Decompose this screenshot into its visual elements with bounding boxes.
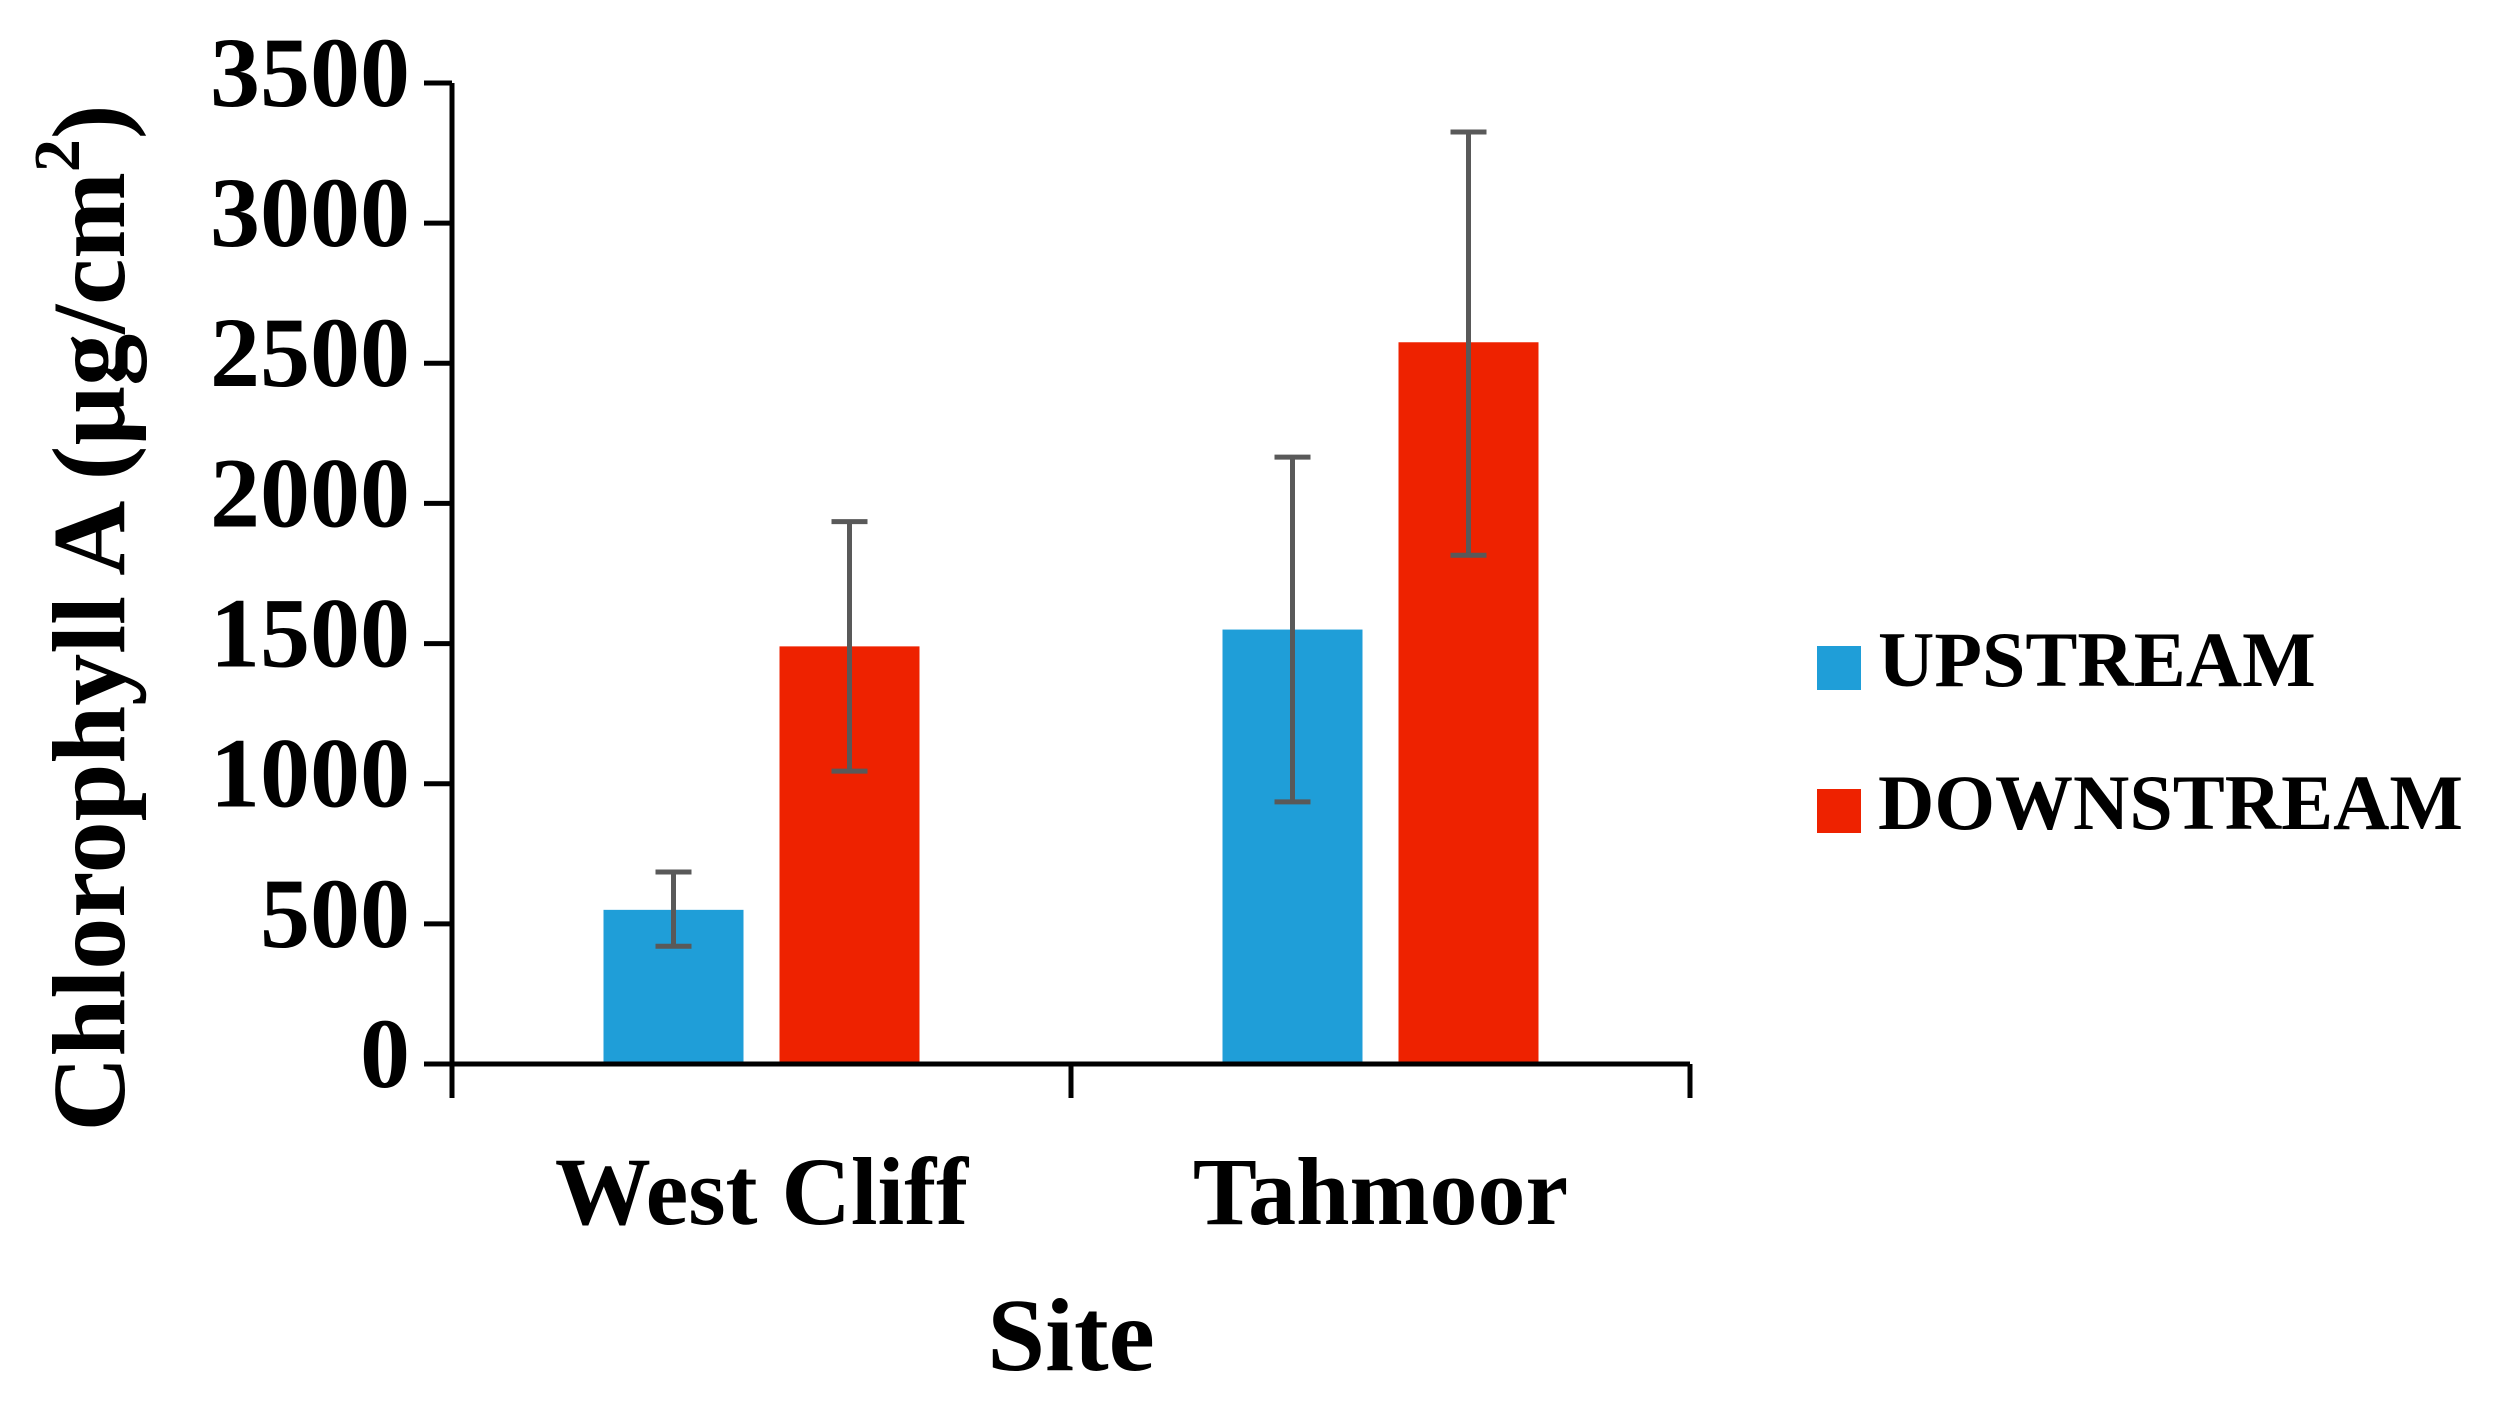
- error-bar-upstream-tahmoor: [1274, 454, 1311, 805]
- y-axis-title-text-end: ): [32, 104, 147, 139]
- legend-label: DOWNSTREAM: [1878, 759, 2463, 846]
- y-tick-label: 3000: [210, 157, 410, 268]
- legend-swatch: [1817, 789, 1861, 833]
- plot-area: [603, 129, 1539, 1064]
- axes: 0 500 1000 1500 2000 2500 3000 3500 West Cliff Ta…: [210, 17, 1693, 1245]
- error-bar-downstream-tahmoor: [1450, 129, 1487, 558]
- legend: UPSTREAM DOWNSTREAM: [1817, 616, 2463, 846]
- x-category-label: Tahmoor: [1193, 1138, 1568, 1245]
- y-axis-title-text: Chlorophyll A (µg/cm: [32, 172, 147, 1131]
- y-tick-label: 1000: [210, 718, 410, 829]
- x-axis-title: Site: [987, 1278, 1155, 1393]
- error-bar-downstream-west-cliff: [831, 519, 868, 774]
- x-category-label: West Cliff: [555, 1138, 969, 1245]
- y-tick-label: 500: [260, 858, 410, 969]
- legend-label: UPSTREAM: [1878, 616, 2316, 703]
- y-tick-label: 2500: [210, 297, 410, 408]
- y-axis-title-superscript: 2: [21, 139, 94, 172]
- error-bar-upstream-west-cliff: [655, 869, 692, 949]
- y-tick-label: 1500: [210, 578, 410, 689]
- y-tick-label: 3500: [210, 17, 410, 128]
- y-tick-label: 0: [360, 998, 410, 1109]
- y-tick-label: 2000: [210, 437, 410, 548]
- y-axis-title: Chlorophyll A (µg/cm2): [21, 104, 147, 1131]
- legend-swatch: [1817, 646, 1861, 690]
